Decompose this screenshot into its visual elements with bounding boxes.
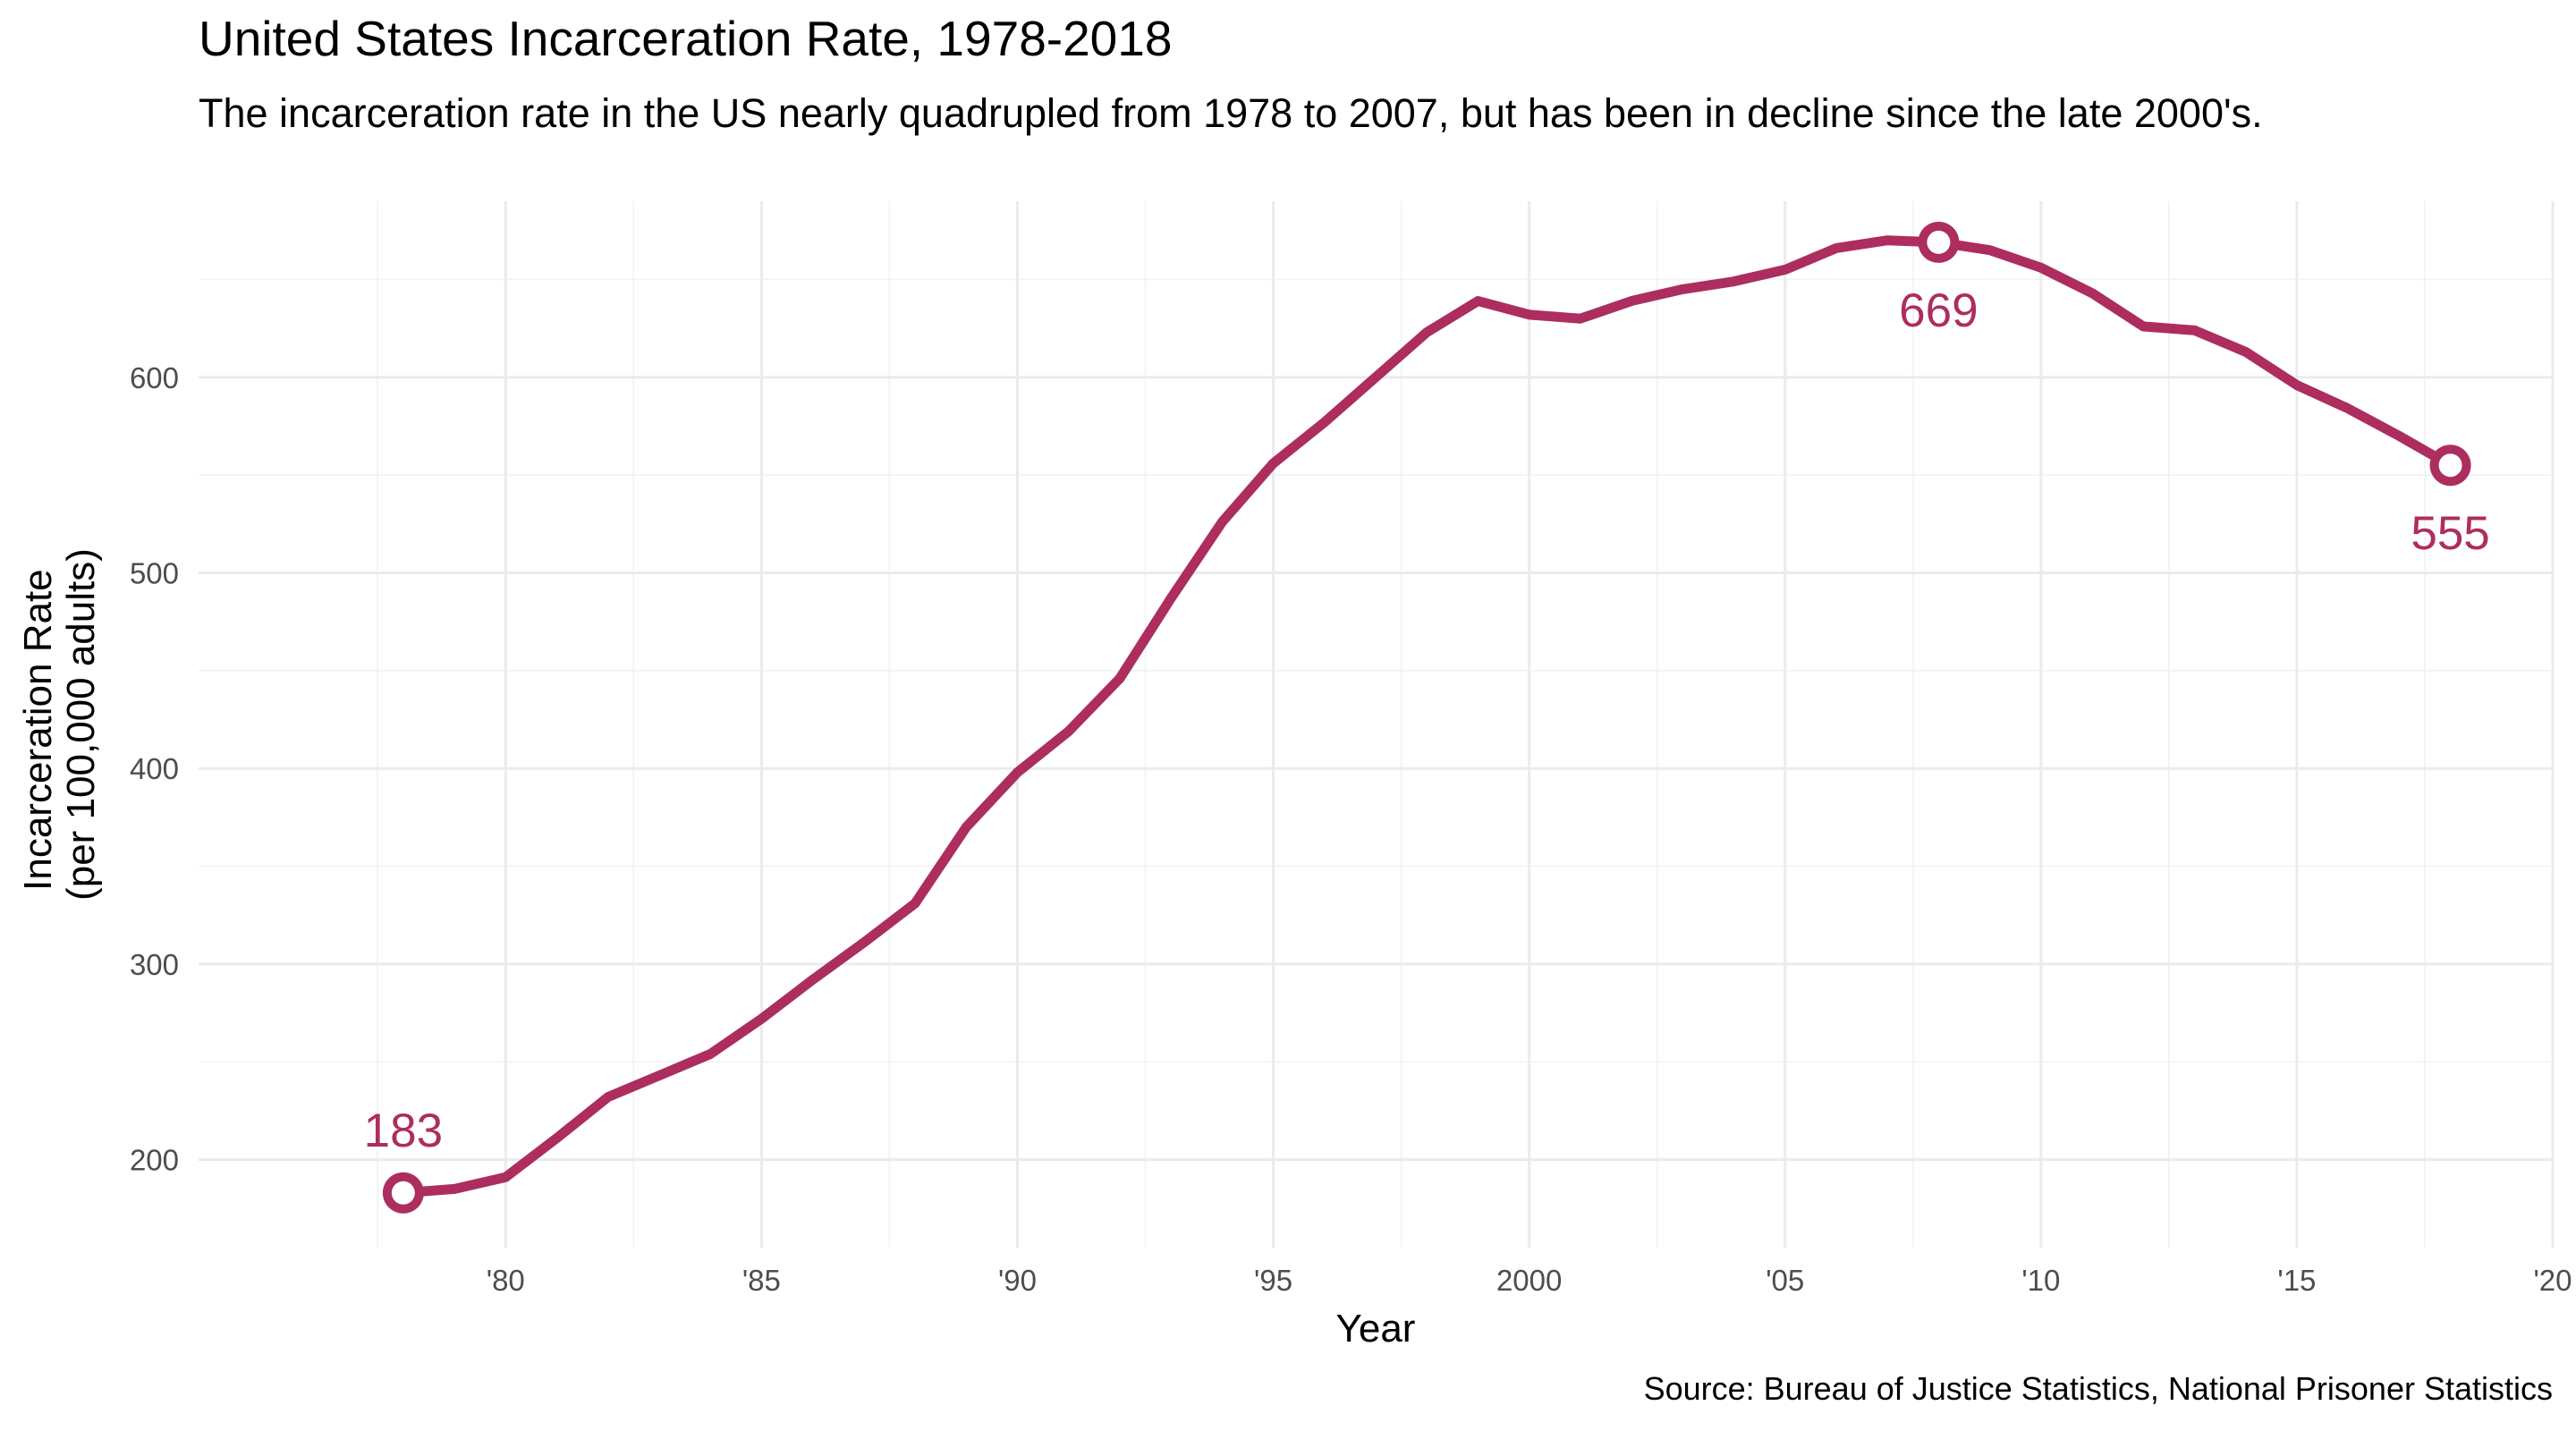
x-tick-label: '95 [1254,1264,1292,1297]
major-gridlines [199,201,2555,1248]
highlight-marker-center [2438,453,2462,478]
x-tick-label: '05 [1766,1264,1804,1297]
x-tick-label: '90 [998,1264,1037,1297]
chart-title: United States Incarceration Rate, 1978-2… [199,11,1172,66]
chart-subtitle: The incarceration rate in the US nearly … [199,90,2263,136]
x-tick-label: 2000 [1496,1264,1562,1297]
highlight-value-label: 669 [1899,284,1978,337]
highlight-value-label: 183 [364,1105,443,1157]
highlight-marker-center [391,1181,415,1205]
series-line [402,235,2453,1198]
minor-gridlines [199,201,2553,1248]
y-tick-label: 500 [130,557,179,590]
x-tick-label: '10 [2021,1264,2060,1297]
x-tick-label: '20 [2533,1264,2572,1297]
y-tick-label: 200 [130,1144,179,1177]
y-axis-title: Incarceration Rate (per 100,000 adults) [16,548,103,901]
series-layer [402,235,2453,1198]
x-tick-label: '80 [487,1264,525,1297]
y-tick-label: 600 [130,361,179,394]
x-tick-labels: '80 '85 '90 '95 2000 '05 '10 '15 '20 [487,1264,2572,1297]
x-tick-label: '85 [742,1264,781,1297]
y-tick-label: 300 [130,948,179,981]
source-caption: Source: Bureau of Justice Statistics, Na… [1644,1370,2553,1407]
y-axis-title-line-1: Incarceration Rate [16,569,60,891]
highlight-value-label: 555 [2411,507,2489,560]
x-tick-label: '15 [2277,1264,2316,1297]
x-axis-title: Year [1336,1307,1416,1351]
y-axis-title-line-2: (per 100,000 adults) [59,548,103,901]
y-tick-labels: 200 300 400 500 600 [130,361,179,1177]
highlight-layer: 183 669 555 [364,221,2490,1214]
highlight-marker-center [1927,230,1951,254]
y-tick-label: 400 [130,752,179,785]
